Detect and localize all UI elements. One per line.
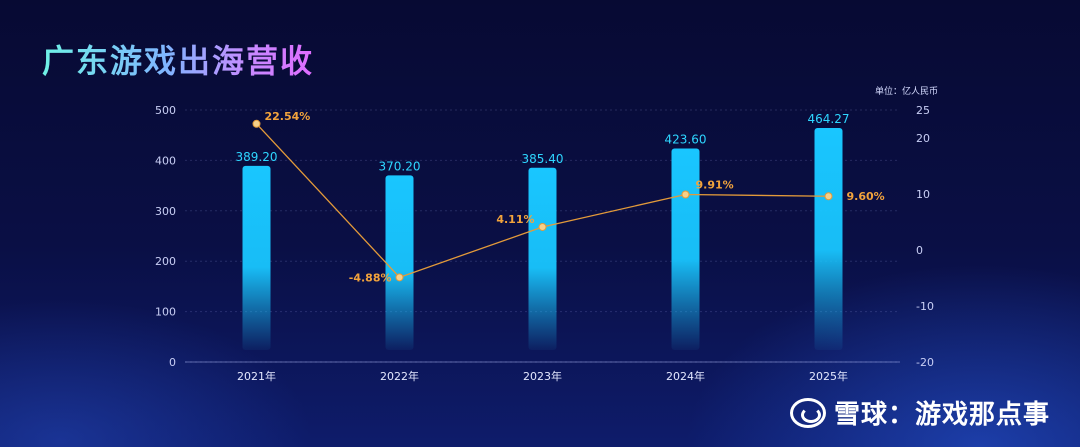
y-left-tick-label: 100 (155, 306, 176, 319)
line-value-label: 9.60% (847, 190, 885, 203)
watermark-text: 雪球：游戏那点事 (833, 400, 1050, 430)
y-right-tick-label: 20 (916, 132, 930, 145)
snowball-logo-icon (789, 397, 826, 428)
line-value-label: 22.54% (265, 110, 311, 123)
bar-value-label: 389.20 (236, 150, 278, 164)
bar (814, 128, 843, 350)
line-point (824, 192, 833, 201)
line-value-label: -4.88% (349, 271, 392, 284)
bar-value-label: 385.40 (522, 152, 564, 166)
line-point (252, 119, 261, 128)
bar (528, 167, 557, 350)
x-tick-label: 2022年 (380, 369, 419, 383)
x-tick-label: 2024年 (666, 369, 705, 383)
y-right-tick-label: -10 (916, 300, 934, 313)
x-tick-label: 2025年 (809, 369, 848, 383)
chart-title: 广东游戏出海营收 (42, 36, 314, 82)
bar-value-label: 464.27 (808, 112, 850, 126)
x-tick-label: 2021年 (237, 369, 276, 383)
bar-value-label: 423.60 (665, 133, 707, 147)
line-point (538, 222, 547, 231)
y-left-tick-label: 200 (155, 255, 176, 268)
x-tick-label: 2023年 (523, 369, 562, 383)
y-left-tick-label: 500 (155, 104, 176, 117)
y-left-tick-label: 400 (155, 154, 176, 167)
bar-value-label: 370.20 (379, 159, 421, 173)
bar (242, 165, 271, 350)
line-value-label: 4.11% (496, 213, 534, 226)
bar (671, 148, 700, 350)
y-left-tick-label: 0 (169, 356, 176, 369)
y-right-tick-label: -20 (916, 356, 934, 369)
watermark: 雪球：游戏那点事 (789, 394, 1050, 431)
y-left-tick-label: 300 (155, 205, 176, 218)
y-right-tick-label: 10 (916, 188, 930, 201)
unit-label: 单位：亿人民币 (874, 87, 938, 97)
line-value-label: 9.91% (696, 179, 734, 192)
y-right-tick-label: 0 (916, 244, 923, 257)
bar (385, 175, 414, 350)
line-point (681, 190, 690, 199)
y-right-tick-label: 25 (916, 104, 930, 117)
line-point (395, 273, 404, 282)
